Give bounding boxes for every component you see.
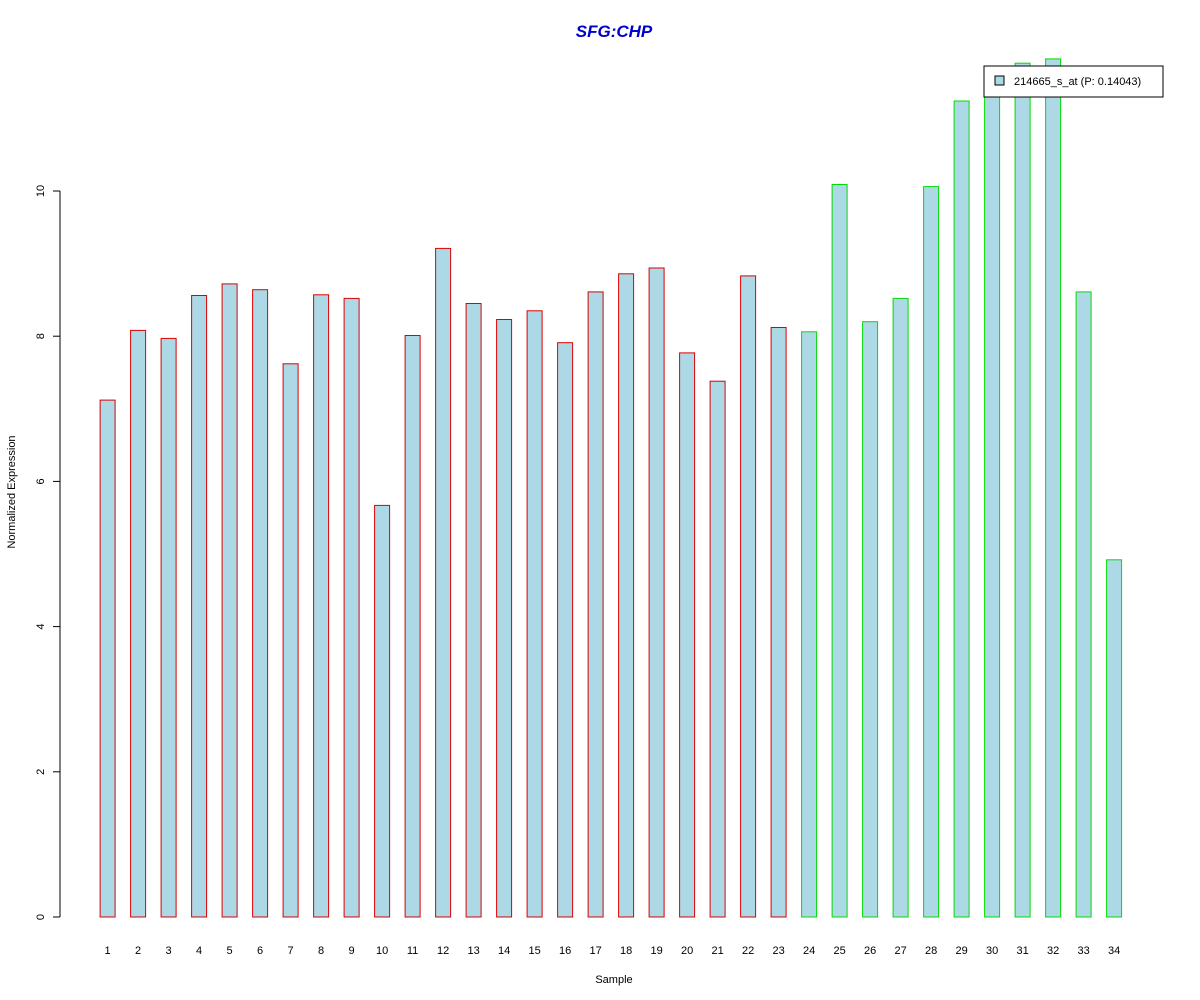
bar-sample-14 [496, 319, 513, 918]
bar-sample-10 [374, 504, 391, 918]
y-tick-label: 6 [35, 478, 47, 484]
x-tick-label: 3 [166, 945, 172, 957]
bar-sample-27 [892, 297, 909, 918]
x-tick-label: 6 [257, 945, 263, 957]
bar-sample-26 [862, 321, 879, 918]
bar-sample-19 [648, 267, 665, 918]
bar-sample-7 [282, 363, 299, 918]
x-tick-label: 22 [742, 945, 754, 957]
x-tick-label: 28 [925, 945, 937, 957]
x-tick-label: 31 [1016, 945, 1028, 957]
y-tick-label: 2 [35, 769, 47, 775]
x-tick-label: 4 [196, 945, 202, 957]
bar-sample-1 [99, 399, 116, 918]
bar-sample-18 [618, 273, 635, 918]
x-tick-label: 5 [227, 945, 233, 957]
y-tick-label: 10 [35, 185, 47, 197]
x-tick-label: 18 [620, 945, 632, 957]
x-tick-label: 10 [376, 945, 388, 957]
x-tick-label: 9 [349, 945, 355, 957]
x-tick-label: 30 [986, 945, 998, 957]
x-tick-label: 29 [955, 945, 967, 957]
x-tick-label: 20 [681, 945, 693, 957]
bar-sample-21 [709, 380, 726, 918]
x-tick-label: 2 [135, 945, 141, 957]
x-tick-label: 14 [498, 945, 510, 957]
legend-swatch [994, 75, 1005, 86]
y-axis-label: Normalized Expression [6, 435, 18, 548]
x-tick-label: 24 [803, 945, 815, 957]
bar-sample-11 [404, 335, 421, 918]
bar-sample-25 [831, 184, 848, 918]
x-tick-label: 21 [711, 945, 723, 957]
bar-sample-17 [587, 291, 604, 918]
bar-sample-15 [526, 310, 543, 918]
bar-sample-8 [313, 294, 330, 918]
x-tick-labels: 1 2 3 4 5 6 7 8 9 10 11 12 13 14 15 16 17 18 19 20 21 22 23 24 2… [105, 945, 1121, 957]
x-tick-label: 23 [772, 945, 784, 957]
bar-sample-33 [1075, 291, 1092, 918]
bar-sample-28 [923, 186, 940, 918]
bar-sample-30 [984, 80, 1001, 918]
bar-sample-4 [191, 295, 208, 918]
bar-sample-3 [160, 337, 177, 918]
x-tick-label: 25 [833, 945, 845, 957]
x-tick-label: 8 [318, 945, 324, 957]
bar-sample-16 [557, 342, 574, 918]
bar-sample-20 [679, 352, 696, 918]
x-tick-label: 34 [1108, 945, 1120, 957]
y-axis: 0 2 4 6 8 10 [35, 185, 61, 920]
x-tick-label: 26 [864, 945, 876, 957]
bar-sample-29 [953, 100, 970, 918]
x-tick-label: 1 [105, 945, 111, 957]
x-tick-label: 15 [528, 945, 540, 957]
chart-title: SFG:CHP [576, 22, 653, 41]
legend-label: 214665_s_at (P: 0.14043) [1014, 76, 1141, 88]
x-tick-label: 11 [407, 945, 418, 957]
x-tick-label: 16 [559, 945, 571, 957]
x-tick-label: 17 [589, 945, 601, 957]
bar-sample-22 [740, 275, 757, 918]
legend-box [983, 65, 1164, 98]
x-tick-label: 7 [288, 945, 294, 957]
bar-sample-2 [130, 329, 147, 918]
x-tick-label: 19 [650, 945, 662, 957]
bar-sample-32 [1045, 58, 1062, 918]
y-tick-label: 8 [35, 333, 47, 339]
x-tick-label: 13 [467, 945, 479, 957]
bar-sample-31 [1014, 62, 1031, 918]
bar-sample-6 [252, 289, 269, 918]
legend: 214665_s_at (P: 0.14043) [983, 65, 1164, 98]
x-axis-label: Sample [595, 974, 632, 986]
bar-sample-12 [435, 247, 452, 918]
x-tick-label: 33 [1077, 945, 1089, 957]
bar-sample-34 [1106, 559, 1123, 918]
bar-sample-5 [221, 283, 238, 918]
y-tick-label: 4 [35, 624, 47, 630]
x-tick-label: 32 [1047, 945, 1059, 957]
bars-group [99, 58, 1123, 918]
bar-sample-9 [343, 297, 360, 918]
x-tick-label: 27 [894, 945, 906, 957]
bar-sample-24 [801, 331, 818, 918]
bar-sample-13 [465, 303, 482, 918]
x-tick-label: 12 [437, 945, 449, 957]
bar-sample-23 [770, 327, 787, 918]
y-tick-label: 0 [35, 914, 47, 920]
